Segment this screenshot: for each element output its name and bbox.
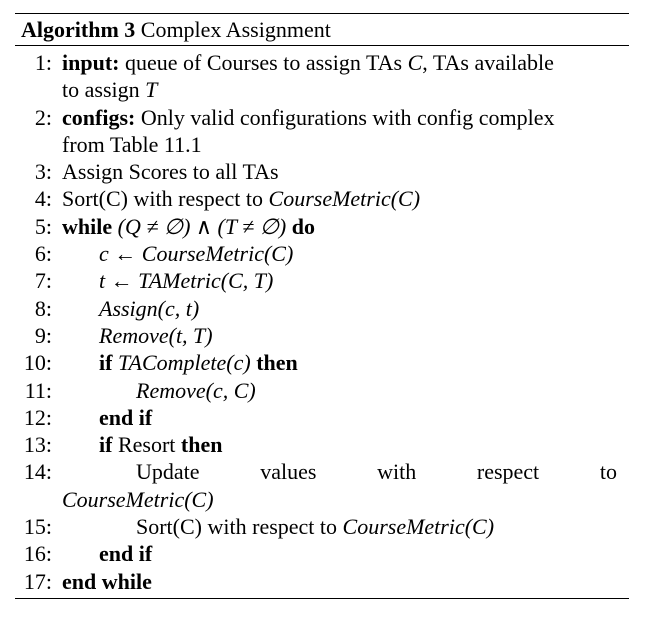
keyword: then bbox=[180, 432, 223, 458]
line-number: 17: bbox=[23, 568, 52, 594]
algorithm-line-12: 12: end if bbox=[15, 404, 629, 431]
algorithm-line-13: 13: if Resort then bbox=[15, 431, 629, 458]
algorithm-line-10: 10: if TAComplete(c) then bbox=[15, 349, 629, 376]
algorithm-line-3: 3: Assign Scores to all TAs bbox=[15, 158, 629, 185]
math-expression: CourseMetric(C) bbox=[62, 486, 214, 512]
math-expression: Remove(t, T) bbox=[99, 322, 213, 348]
algorithm-line-15: 15: Sort(C) with respect to CourseMetric(… bbox=[15, 513, 629, 540]
line-number: 1: bbox=[34, 50, 52, 75]
caption-label: Algorithm 3 bbox=[21, 17, 136, 42]
keyword: end while bbox=[62, 568, 152, 594]
line-text: Sort(C) with respect to bbox=[62, 186, 264, 212]
line-text: queue of Courses to assign TAs bbox=[124, 50, 403, 75]
line-word: values bbox=[260, 459, 317, 485]
line-number: 15: bbox=[23, 514, 52, 540]
algorithm-line-9: 9: Remove(t, T) bbox=[15, 322, 629, 349]
line-word: Update bbox=[136, 459, 200, 485]
math-expression: T bbox=[145, 77, 158, 103]
algorithm-line-14: 14: Update values with respect to bbox=[15, 458, 629, 485]
top-rule bbox=[15, 13, 629, 14]
algorithm-line-1-continued: to assign T bbox=[15, 76, 629, 103]
line-text: Assign Scores to all TAs bbox=[62, 159, 279, 185]
line-text: Only valid configurations with config co… bbox=[140, 104, 555, 130]
math-expression: Remove(c, C) bbox=[136, 377, 256, 403]
algorithm-line-8: 8: Assign(c, t) bbox=[15, 295, 629, 322]
keyword: input: bbox=[62, 50, 120, 75]
line-number: 11: bbox=[24, 377, 52, 403]
keyword: end if bbox=[99, 541, 153, 567]
algorithm-caption: Algorithm 3 Complex Assignment bbox=[15, 14, 629, 45]
algorithm-line-17: 17: end while bbox=[15, 568, 629, 595]
math-expression: c ← CourseMetric(C) bbox=[99, 241, 294, 267]
line-number: 2: bbox=[34, 104, 52, 130]
keyword: then bbox=[256, 350, 298, 376]
keyword: do bbox=[291, 213, 315, 239]
math-expression: C bbox=[407, 50, 423, 75]
caption-title: Complex Assignment bbox=[140, 17, 331, 42]
line-word: with bbox=[377, 459, 417, 485]
line-number: 5: bbox=[34, 213, 52, 239]
algorithm-line-4: 4: Sort(C) with respect to CourseMetric(C… bbox=[15, 185, 629, 212]
algorithm-line-2: 2: configs: Only valid configurations wit… bbox=[15, 104, 629, 131]
line-text: Resort bbox=[117, 432, 176, 458]
line-number: 12: bbox=[23, 404, 52, 430]
line-number: 14: bbox=[23, 459, 52, 485]
algorithm-line-11: 11: Remove(c, C) bbox=[15, 377, 629, 404]
math-expression: TAComplete(c) bbox=[117, 350, 251, 376]
line-number: 7: bbox=[34, 268, 52, 294]
line-text: to assign bbox=[62, 77, 140, 103]
algorithm-lines: 1: input: queue of Courses to assign TAs … bbox=[15, 46, 629, 598]
justified-text-row: Update values with respect to bbox=[136, 458, 617, 485]
line-number: 10: bbox=[23, 350, 52, 376]
keyword: configs: bbox=[62, 104, 136, 130]
line-word: respect bbox=[476, 459, 540, 485]
algorithm-line-16: 16: end if bbox=[15, 540, 629, 567]
line-number: 6: bbox=[34, 241, 52, 267]
math-expression: CourseMetric(C) bbox=[342, 514, 495, 540]
algorithm-line-7: 7: t ← TAMetric(C, T) bbox=[15, 267, 629, 294]
line-number: 13: bbox=[23, 432, 52, 458]
line-number: 8: bbox=[34, 295, 52, 321]
bottom-rule bbox=[15, 597, 629, 599]
math-expression: (Q ≠ ∅) ∧ (T ≠ ∅) bbox=[117, 213, 287, 239]
line-number: 3: bbox=[34, 159, 52, 185]
keyword: if bbox=[99, 432, 113, 458]
line-text: from Table 11.1 bbox=[62, 131, 202, 157]
line-number: 4: bbox=[34, 186, 52, 212]
line-text: Sort(C) with respect to bbox=[136, 514, 338, 540]
math-expression: Assign(c, t) bbox=[99, 295, 200, 321]
keyword: if bbox=[99, 350, 113, 376]
line-number: 16: bbox=[23, 541, 52, 567]
algorithm-line-1: 1: input: queue of Courses to assign TAs … bbox=[15, 49, 629, 76]
math-expression: t ← TAMetric(C, T) bbox=[99, 268, 274, 294]
keyword: end if bbox=[99, 404, 153, 430]
line-text: , TAs available bbox=[422, 50, 554, 75]
algorithm-line-5: 5: while (Q ≠ ∅) ∧ (T ≠ ∅) do bbox=[15, 213, 629, 240]
keyword: while bbox=[62, 213, 113, 239]
math-expression: CourseMetric(C) bbox=[268, 186, 421, 212]
caption-rule bbox=[15, 45, 629, 46]
algorithm-line-14-continued: CourseMetric(C) bbox=[15, 486, 629, 513]
line-number: 9: bbox=[34, 322, 52, 348]
algorithm-line-6: 6: c ← CourseMetric(C) bbox=[15, 240, 629, 267]
line-word: to bbox=[599, 459, 617, 485]
algorithm-block: Algorithm 3 Complex Assignment 1: input: … bbox=[15, 13, 629, 599]
algorithm-line-2-continued: from Table 11.1 bbox=[15, 131, 629, 158]
